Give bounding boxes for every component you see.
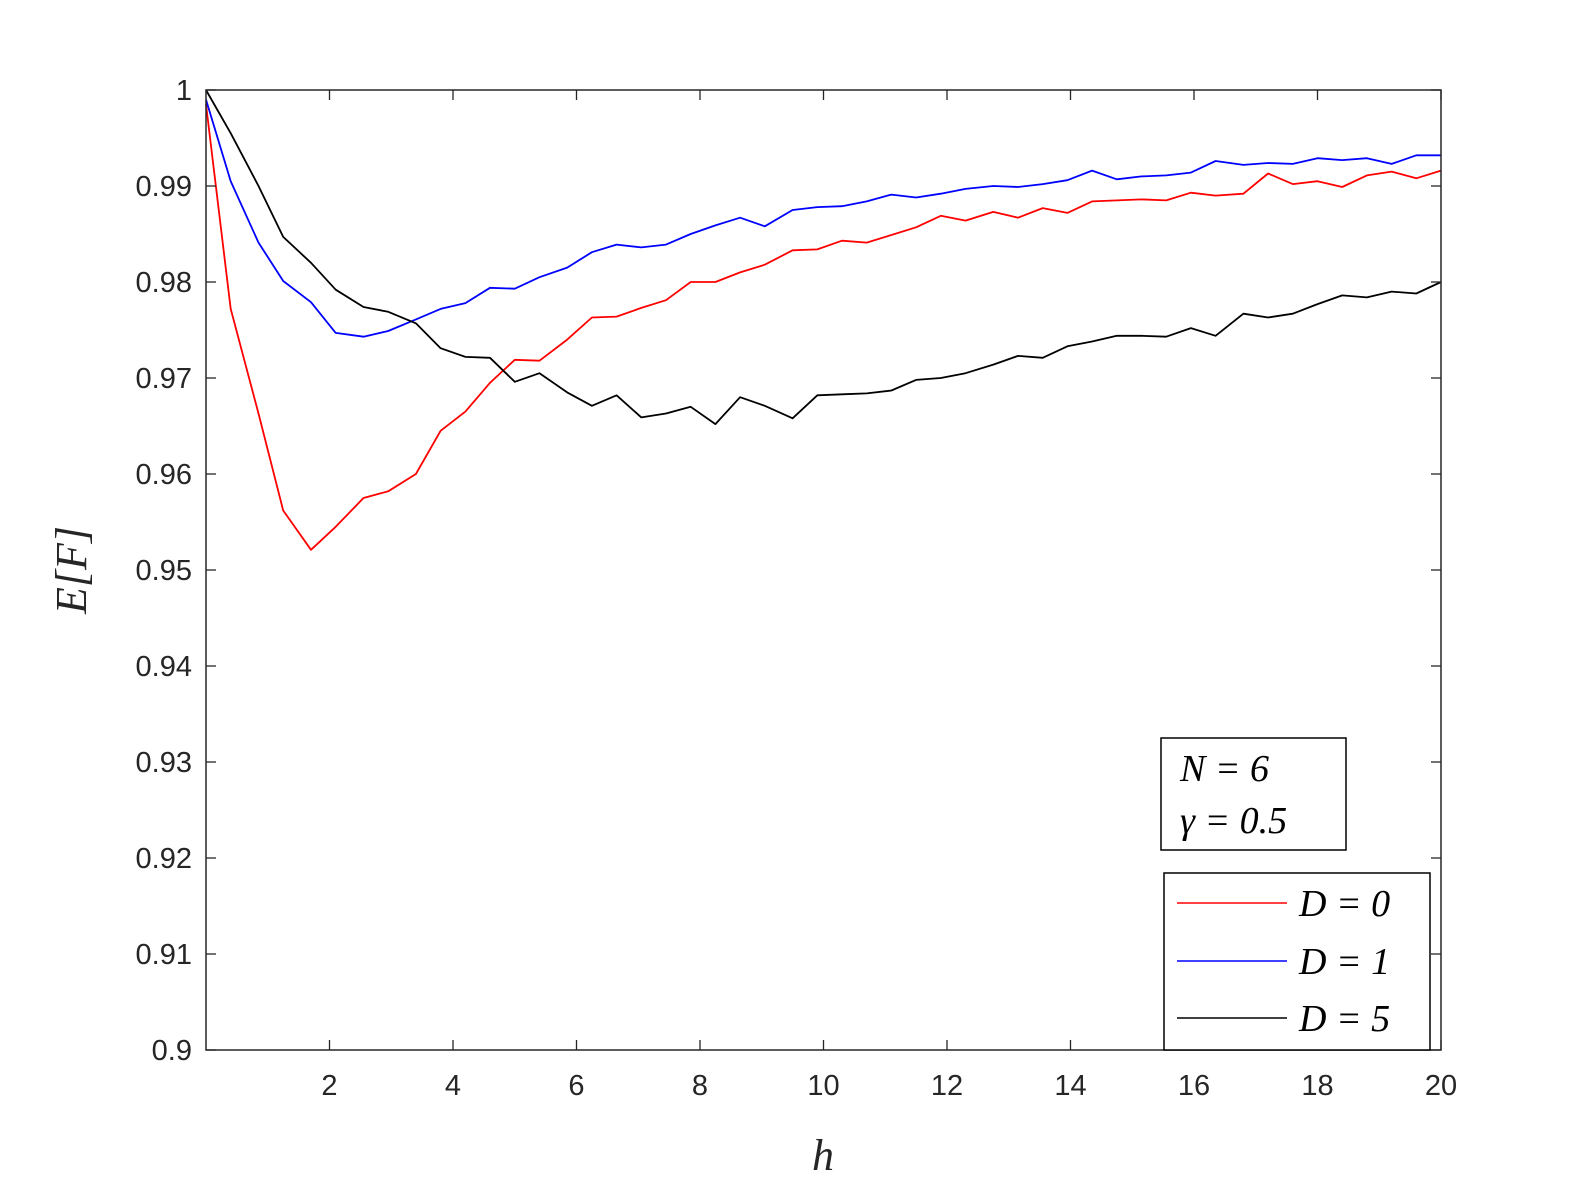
y-tick-label: 0.92 [136, 843, 192, 875]
y-tick-label: 0.98 [136, 267, 192, 299]
x-tick-label: 20 [1425, 1070, 1457, 1102]
x-tick-label: 2 [321, 1070, 337, 1102]
y-tick-label: 0.95 [136, 555, 192, 587]
x-tick-label: 16 [1178, 1070, 1210, 1102]
x-axis-label: h [812, 1131, 834, 1180]
series-line-2 [205, 89, 1442, 425]
x-tick-label: 4 [445, 1070, 461, 1102]
x-tick-label: 12 [931, 1070, 963, 1102]
series-line-0 [205, 104, 1442, 551]
legend: D = 0 D = 1 D = 5 [1163, 872, 1431, 1051]
series-line-1 [205, 99, 1441, 338]
series-layer [205, 89, 1442, 551]
y-tick-label: 0.91 [136, 939, 192, 971]
legend-label-d1: D = 1 [1298, 941, 1390, 983]
y-axis-label: E[F] [47, 526, 96, 615]
annotation-box: N = 6 γ = 0.5 [1160, 737, 1347, 851]
y-tick-label: 0.97 [136, 363, 192, 395]
y-tick-label: 0.9 [152, 1035, 192, 1067]
y-tick-label: 0.99 [136, 171, 192, 203]
x-tick-label: 8 [692, 1070, 708, 1102]
axes-box [205, 89, 1442, 1051]
annotation-line-2: γ = 0.5 [1180, 800, 1287, 842]
legend-label-d0: D = 0 [1298, 883, 1390, 925]
legend-label-d5: D = 5 [1298, 998, 1390, 1040]
y-tick-label: 0.93 [136, 747, 192, 779]
x-tick-label: 6 [568, 1070, 584, 1102]
y-tick-label: 1 [176, 75, 192, 107]
x-tick-label: 18 [1301, 1070, 1333, 1102]
y-tick-label: 0.96 [136, 459, 192, 491]
y-tick-label: 0.94 [136, 651, 192, 683]
x-tick-label: 14 [1054, 1070, 1086, 1102]
annotation-border [1160, 737, 1347, 851]
axes-layer: 2 4 6 8 10 12 14 16 18 20 0.9 0.91 0.92 0.93 0.94 0.95 0… [136, 75, 1458, 1102]
x-tick-label: 10 [807, 1070, 839, 1102]
annotation-line-1: N = 6 [1179, 748, 1269, 790]
